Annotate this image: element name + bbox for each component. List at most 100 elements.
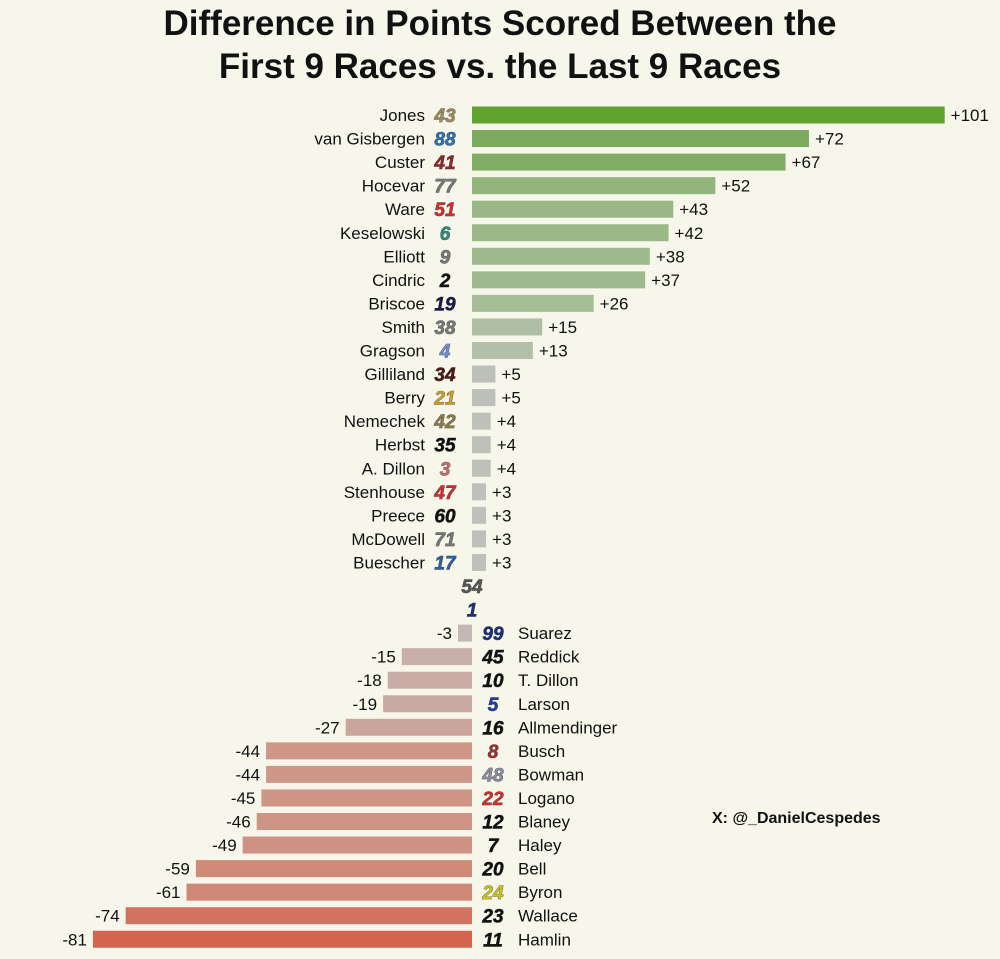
value-label: -19 (353, 695, 378, 714)
bar (472, 200, 674, 218)
bar (266, 742, 472, 760)
car-number: 17 (434, 553, 457, 574)
bar (261, 789, 472, 807)
value-label: +26 (600, 294, 629, 313)
bar (472, 224, 669, 242)
driver-name: Haley (518, 836, 562, 855)
car-number: 5 (488, 695, 499, 716)
driver-name: Gilliland (365, 365, 425, 384)
bar (125, 907, 473, 925)
value-label: +72 (815, 130, 844, 149)
bar (472, 130, 809, 148)
driver-name: Wallace (518, 907, 578, 926)
bar (472, 412, 491, 430)
driver-name: Custer (375, 153, 425, 172)
bar (472, 177, 716, 195)
driver-name: Smith (382, 318, 425, 337)
bar (472, 153, 786, 171)
bar (472, 247, 650, 265)
bar (472, 389, 496, 407)
car-number: 48 (481, 765, 504, 786)
driver-name: Hocevar (362, 177, 426, 196)
value-label: -44 (236, 742, 261, 761)
driver-name: Cindric (372, 271, 425, 290)
value-label: +13 (539, 342, 568, 361)
value-label: -18 (357, 671, 382, 690)
car-number: 51 (434, 200, 455, 221)
car-number: 2 (439, 271, 451, 292)
bar (345, 718, 472, 736)
car-number: 22 (481, 789, 504, 810)
bar (472, 318, 543, 336)
value-label: +37 (651, 271, 680, 290)
car-number: 24 (481, 883, 504, 904)
car-number: 45 (481, 648, 504, 669)
driver-name: Herbst (375, 436, 425, 455)
car-number: 20 (481, 860, 504, 881)
bar (186, 883, 472, 901)
driver-name: Elliott (383, 247, 425, 266)
driver-name: Nemechek (344, 412, 426, 431)
value-label: +3 (492, 530, 511, 549)
car-number: 10 (482, 671, 504, 692)
value-label: -45 (231, 789, 256, 808)
driver-name: Blaney (518, 813, 570, 832)
driver-name: van Gisbergen (314, 130, 425, 149)
chart-title-line-2: First 9 Races vs. the Last 9 Races (218, 47, 782, 86)
driver-name: Logano (518, 789, 575, 808)
value-label: +3 (492, 483, 511, 502)
driver-name: Larson (518, 695, 570, 714)
driver-name: Hamlin (518, 930, 571, 949)
bar (472, 294, 594, 312)
value-label: +4 (497, 412, 516, 431)
car-number: 41 (433, 153, 455, 174)
value-label: -46 (226, 813, 251, 832)
car-number: 23 (481, 907, 504, 928)
car-number: 21 (433, 389, 455, 410)
value-label: +4 (497, 436, 516, 455)
driver-name: Allmendinger (518, 718, 618, 737)
car-number: 35 (434, 436, 456, 457)
value-label: -74 (95, 907, 120, 926)
bar (472, 530, 487, 548)
car-number: 16 (482, 718, 504, 739)
value-label: +15 (548, 318, 577, 337)
value-label: -81 (62, 930, 87, 949)
value-label: -59 (165, 860, 190, 879)
bar (472, 365, 496, 383)
value-label: +5 (501, 365, 520, 384)
value-label: +3 (492, 506, 511, 525)
value-label: -27 (315, 718, 340, 737)
driver-name: McDowell (351, 530, 425, 549)
value-label: +4 (497, 459, 516, 478)
value-label: +42 (675, 224, 704, 243)
bar (472, 106, 945, 124)
car-number: 34 (434, 365, 456, 386)
bar (242, 836, 472, 854)
driver-name: Keselowski (340, 224, 425, 243)
car-number: 54 (461, 577, 483, 598)
car-number: 43 (433, 106, 456, 127)
value-label: +38 (656, 247, 685, 266)
value-label: +52 (721, 177, 750, 196)
driver-name: Jones (380, 106, 425, 125)
car-number: 3 (440, 459, 451, 480)
value-label: -15 (371, 648, 396, 667)
car-number: 6 (440, 224, 451, 245)
credit-text: X: @_DanielCespedes (712, 810, 881, 827)
bar (472, 483, 487, 501)
bar (195, 860, 472, 878)
driver-name: Stenhouse (344, 483, 425, 502)
bar (472, 436, 491, 454)
car-number: 71 (434, 530, 455, 551)
value-label: +101 (951, 106, 989, 125)
bar (472, 459, 491, 477)
car-number: 19 (434, 294, 456, 315)
driver-name: Reddick (518, 648, 580, 667)
driver-name: A. Dillon (362, 459, 425, 478)
chart-title-line-1: Difference in Points Scored Between the (163, 4, 837, 43)
driver-name: Berry (384, 389, 425, 408)
value-label: -44 (236, 765, 261, 784)
car-number: 9 (440, 247, 451, 268)
bar (387, 671, 472, 689)
